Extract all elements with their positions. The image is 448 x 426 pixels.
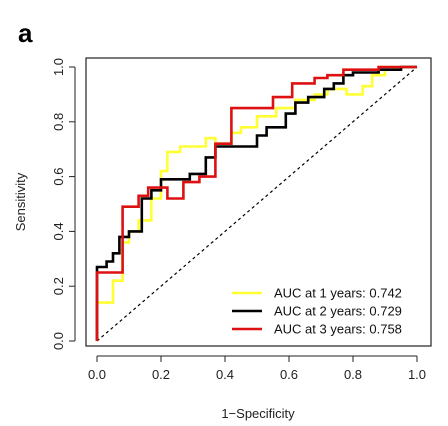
x-axis-label: 1−Specificity	[221, 406, 295, 421]
plot-frame	[85, 57, 432, 347]
y-axis-label: Sensitivity	[13, 172, 28, 231]
y-tick-label: 0.4	[51, 222, 66, 240]
panel-label: a	[18, 18, 33, 48]
x-tick-label: 0.4	[216, 367, 234, 382]
legend-label-2: AUC at 2 years: 0.729	[274, 304, 402, 319]
x-tick-label: 0.6	[280, 367, 298, 382]
legend-label-3: AUC at 3 years: 0.758	[274, 322, 402, 337]
legend-label-1: AUC at 1 years: 0.742	[274, 286, 402, 301]
reference-layer	[96, 66, 418, 342]
x-tick-label: 0.2	[152, 367, 170, 382]
legend: AUC at 1 years: 0.742 AUC at 2 years: 0.7…	[232, 286, 402, 337]
x-tick-label: 1.0	[408, 367, 426, 382]
x-axis: 0.0 0.2 0.4 0.6 0.8 1.0	[88, 355, 426, 382]
roc-series-line-3	[95, 65, 417, 341]
x-tick-label: 0.0	[88, 367, 106, 382]
reference-diagonal-line	[96, 66, 418, 342]
y-tick-label: 1.0	[51, 58, 66, 76]
y-tick-label: 0.0	[51, 332, 66, 350]
series-layer	[95, 65, 417, 341]
x-tick-label: 0.8	[344, 367, 362, 382]
y-tick-label: 0.8	[51, 113, 66, 131]
y-tick-label: 0.2	[51, 277, 66, 295]
y-tick-label: 0.6	[51, 168, 66, 186]
y-axis: 0.0 0.2 0.4 0.6 0.8 1.0	[51, 58, 76, 350]
